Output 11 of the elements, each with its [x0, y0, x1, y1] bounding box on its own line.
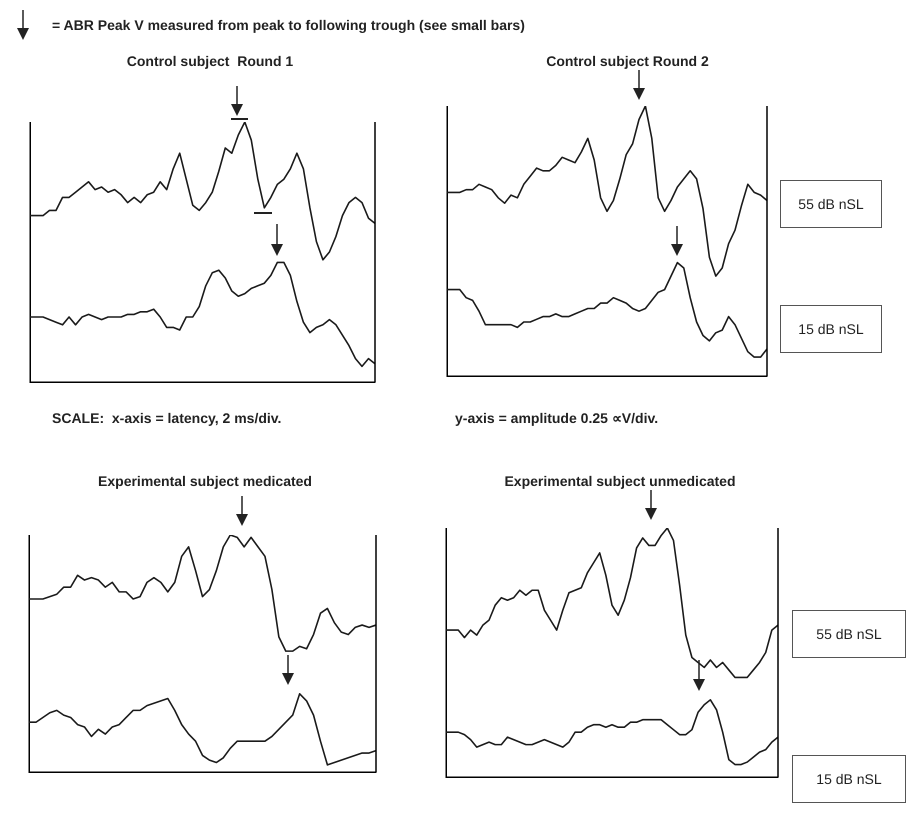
text: SCALE: x-axis = latency, 2 ms/div.: [52, 410, 282, 426]
text: y-axis = amplitude 0.25 ∝V/div.: [455, 410, 658, 426]
chart-title: Experimental subject medicated: [97, 473, 313, 489]
text: 55 dB nSL: [792, 610, 906, 658]
text: 15 dB nSL: [792, 755, 906, 803]
text: = ABR Peak V measured from peak to following trough (see small bars): [52, 17, 525, 33]
chart-title: Control subject Round 2: [545, 53, 710, 69]
chart-title: Control subject Round 1: [126, 53, 294, 69]
chart-title: Experimental subject unmedicated: [503, 473, 737, 489]
text: 55 dB nSL: [780, 180, 882, 228]
text: 15 dB nSL: [780, 305, 882, 353]
